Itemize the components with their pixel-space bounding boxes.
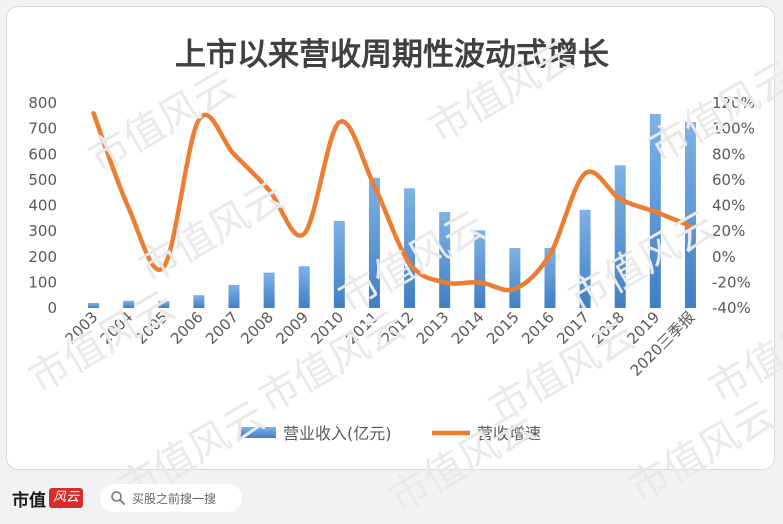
left-tick-label: 100 — [28, 273, 57, 291]
bar — [123, 300, 135, 308]
right-tick-label: -40% — [712, 299, 751, 317]
bar — [544, 248, 556, 308]
bar — [474, 230, 486, 308]
right-tick-label: 120% — [712, 94, 755, 112]
right-tick-label: -20% — [712, 273, 751, 291]
left-tick-label: 500 — [28, 171, 57, 189]
x-tick-label: 2010 — [307, 308, 347, 348]
legend-bar-label: 营业收入(亿元) — [283, 424, 392, 443]
right-tick-label: 20% — [712, 222, 745, 240]
bar — [509, 248, 521, 308]
left-tick-label: 200 — [28, 248, 57, 266]
right-axis-ticks: -40% -20% 0% 20% 40% 60% 80% 100% 120% — [712, 94, 755, 317]
bar — [193, 295, 205, 308]
x-tick-label: 2007 — [202, 308, 242, 348]
left-tick-label: 600 — [28, 145, 57, 163]
search-box[interactable]: 买股之前搜一搜 — [100, 484, 242, 512]
x-tick-label: 2003 — [62, 308, 102, 348]
x-tick-label: 2005 — [132, 308, 172, 348]
bar — [298, 266, 310, 308]
right-tick-label: 80% — [712, 145, 745, 163]
x-tick-label: 2004 — [97, 308, 137, 348]
chart-card — [6, 6, 775, 470]
x-tick-label: 2006 — [167, 308, 207, 348]
right-tick-label: 0% — [712, 248, 736, 266]
right-tick-label: 60% — [712, 171, 745, 189]
right-tick-label: 100% — [712, 120, 755, 138]
bar — [404, 188, 416, 308]
bar — [368, 177, 380, 308]
right-tick-label: 40% — [712, 197, 745, 215]
left-tick-label: 800 — [28, 94, 57, 112]
search-placeholder: 买股之前搜一搜 — [132, 491, 217, 506]
x-axis-ticks: 2003200420052006200720082009201020112012… — [62, 308, 699, 380]
brand-logo: 风云 — [49, 488, 84, 508]
bar — [614, 165, 626, 308]
left-tick-label: 0 — [47, 299, 57, 317]
brand: 市值 风云 — [12, 484, 84, 512]
bar — [158, 300, 170, 308]
x-tick-label: 2008 — [237, 308, 277, 348]
footer: 市值 风云 买股之前搜一搜 — [0, 474, 783, 522]
left-tick-label: 300 — [28, 222, 57, 240]
search-icon — [111, 491, 125, 505]
bar — [333, 220, 345, 308]
x-tick-label: 2014 — [448, 308, 488, 348]
bar — [228, 284, 240, 308]
growth-line — [91, 111, 693, 293]
x-tick-label: 2009 — [272, 308, 312, 348]
x-tick-label: 2013 — [413, 308, 453, 348]
x-tick-label: 2011 — [343, 308, 383, 348]
x-tick-label: 2018 — [588, 308, 628, 348]
bar — [263, 272, 275, 308]
legend-line-label: 营收增速 — [477, 424, 541, 443]
left-axis-ticks: 0 100 200 300 400 500 600 700 800 — [28, 94, 57, 317]
legend-bar-swatch — [238, 427, 276, 438]
bar — [88, 302, 100, 308]
bar — [579, 209, 591, 308]
x-tick-label: 2016 — [518, 308, 558, 348]
legend: 营业收入(亿元) 营收增速 — [238, 424, 541, 443]
bar — [684, 121, 696, 309]
brand-name: 市值 — [12, 490, 46, 511]
chart-title: 上市以来营收周期性波动式增长 — [175, 37, 609, 73]
left-tick-label: 400 — [28, 197, 57, 215]
chart: 上市以来营收周期性波动式增长 0 100 200 300 400 500 600 700 800… — [28, 37, 755, 443]
x-tick-label: 2017 — [553, 308, 593, 348]
x-tick-label: 2012 — [378, 308, 418, 348]
left-tick-label: 700 — [28, 120, 57, 138]
x-tick-label: 2015 — [483, 308, 523, 348]
bar — [439, 211, 451, 308]
